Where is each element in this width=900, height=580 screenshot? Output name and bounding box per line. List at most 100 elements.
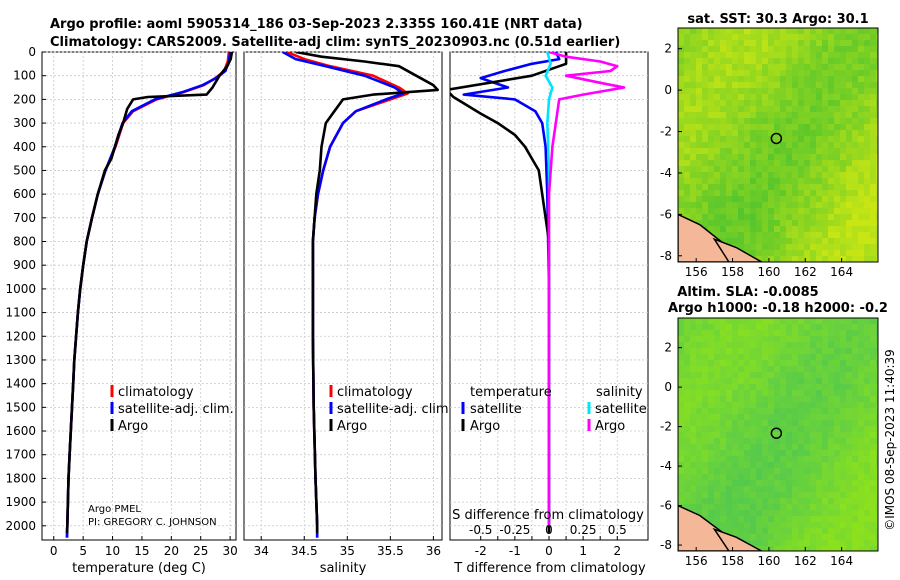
- sst-map-field-cell: [762, 172, 768, 178]
- sla-map-field-cell: [756, 378, 762, 384]
- sla-map-field-cell: [804, 366, 810, 372]
- sla-map-field-cell: [780, 480, 786, 486]
- sst-map-field-cell: [810, 172, 816, 178]
- sst-map-field-cell: [840, 46, 846, 52]
- sla-map-field-cell: [810, 372, 816, 378]
- sst-map-field-cell: [870, 88, 876, 94]
- sst-map-field-cell: [756, 214, 762, 220]
- sst-map-field-cell: [852, 166, 858, 172]
- sla-map-field-cell: [852, 522, 858, 528]
- sst-map-field-cell: [732, 70, 738, 76]
- sla-map-field-cell: [690, 354, 696, 360]
- sst-map-field-cell: [792, 256, 798, 262]
- sla-map-field-cell: [858, 456, 864, 462]
- sst-map-field-cell: [708, 148, 714, 154]
- sla-map-field-cell: [786, 402, 792, 408]
- sst-map-field-cell: [852, 34, 858, 40]
- sla-map-field-cell: [864, 456, 870, 462]
- sst-map-field-cell: [792, 46, 798, 52]
- sla-map-field-cell: [864, 462, 870, 468]
- sst-map-field-cell: [696, 166, 702, 172]
- sst-map-field-cell: [792, 112, 798, 118]
- sla-map-field-cell: [720, 528, 726, 534]
- sst-map-field-cell: [870, 196, 876, 202]
- sst-map-field-cell: [696, 220, 702, 226]
- sst-map-field-cell: [858, 118, 864, 124]
- sst-map-field-cell: [696, 40, 702, 46]
- sst-map-field-cell: [828, 184, 834, 190]
- sla-map-field-cell: [798, 468, 804, 474]
- sla-map-field-cell: [864, 378, 870, 384]
- sla-map-field-cell: [834, 498, 840, 504]
- sst-map-field-cell: [816, 34, 822, 40]
- sla-map-field-cell: [708, 510, 714, 516]
- sla-map-field-cell: [696, 348, 702, 354]
- sla-map-field-cell: [798, 522, 804, 528]
- sla-map-field-cell: [840, 486, 846, 492]
- sla-map-field-cell: [762, 378, 768, 384]
- sst-map-field-cell: [828, 34, 834, 40]
- depth-ytick-label: 0: [28, 45, 36, 59]
- sst-map-field-cell: [774, 178, 780, 184]
- sst-map-field-cell: [870, 124, 876, 130]
- sla-map-field-cell: [804, 342, 810, 348]
- sla-map-field-cell: [696, 342, 702, 348]
- sst-map-field-cell: [696, 142, 702, 148]
- sst-map-field-cell: [858, 160, 864, 166]
- sla-map-field-cell: [792, 528, 798, 534]
- sla-map-field-cell: [744, 492, 750, 498]
- sst-map-field-cell: [810, 148, 816, 154]
- sla-map-field-cell: [864, 432, 870, 438]
- sst-map-field-cell: [840, 106, 846, 112]
- sla-map-field-cell: [852, 390, 858, 396]
- sla-map-field-cell: [792, 366, 798, 372]
- sla-map-field-cell: [876, 510, 878, 516]
- sst-map-field-cell: [786, 52, 792, 58]
- sst-map-field-cell: [708, 196, 714, 202]
- sst-map-field-cell: [744, 64, 750, 70]
- sla-map-field-cell: [816, 330, 822, 336]
- sla-map-field-cell: [678, 366, 684, 372]
- sst-map-field-cell: [690, 202, 696, 208]
- sla-map-field-cell: [870, 462, 876, 468]
- sst-map-field-cell: [738, 178, 744, 184]
- sst-map-field-cell: [762, 82, 768, 88]
- sla-map-field-cell: [810, 318, 816, 324]
- sst-map-field-cell: [708, 88, 714, 94]
- sla-map-field-cell: [876, 504, 878, 510]
- sla-map-field-cell: [804, 546, 810, 551]
- sla-map-field-cell: [690, 456, 696, 462]
- sst-map-field-cell: [714, 148, 720, 154]
- sst-map-field-cell: [750, 196, 756, 202]
- sla-map-field-cell: [774, 486, 780, 492]
- sla-map-field-cell: [828, 366, 834, 372]
- sst-map-field-cell: [732, 34, 738, 40]
- sst-map-field-cell: [756, 64, 762, 70]
- sst-map-field-cell: [786, 226, 792, 232]
- depth-ytick-label: 2000: [5, 519, 36, 533]
- sla-map-field-cell: [762, 546, 768, 551]
- sla-map-field-cell: [714, 426, 720, 432]
- sla-map-field-cell: [846, 348, 852, 354]
- sst-map-field-cell: [780, 88, 786, 94]
- sst-map-field-cell: [792, 208, 798, 214]
- sst-map-field-cell: [708, 226, 714, 232]
- sla-map-field-cell: [834, 324, 840, 330]
- sla-map-field-cell: [726, 354, 732, 360]
- sla-map-field-cell: [876, 426, 878, 432]
- sla-map-field-cell: [810, 534, 816, 540]
- salinity-series: [282, 52, 439, 538]
- sst-map-field-cell: [750, 184, 756, 190]
- sla-map-field-cell: [798, 420, 804, 426]
- sla-map-field-cell: [774, 378, 780, 384]
- sla-map-field-cell: [846, 426, 852, 432]
- sst-map-field-cell: [846, 76, 852, 82]
- sst-map-field-cell: [810, 190, 816, 196]
- sla-map-field-cell: [816, 396, 822, 402]
- sla-map-field-cell: [798, 504, 804, 510]
- sst-map-field-cell: [678, 136, 684, 142]
- sst-map-field-cell: [852, 70, 858, 76]
- sla-map-field-cell: [702, 366, 708, 372]
- sst-map-field-cell: [804, 190, 810, 196]
- sst-map-field-cell: [786, 34, 792, 40]
